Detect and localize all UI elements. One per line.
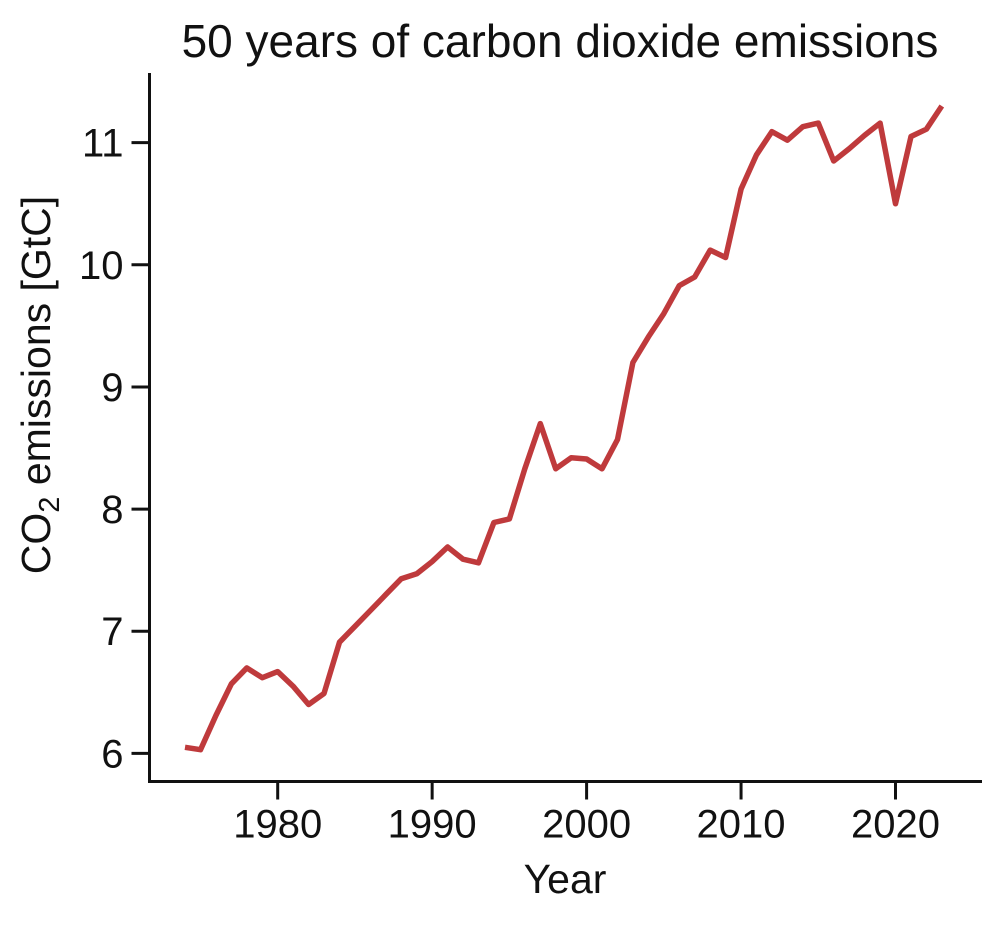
y-axis-label: CO2 emissions [GtC] bbox=[13, 196, 66, 574]
y-tick-label: 6 bbox=[101, 732, 123, 776]
y-tick-label: 9 bbox=[101, 366, 123, 410]
plot-area bbox=[184, 104, 945, 753]
emissions-line bbox=[184, 104, 945, 753]
x-tick-label: 2020 bbox=[851, 803, 940, 847]
x-tick-label: 1990 bbox=[388, 803, 477, 847]
y-tick-label: 11 bbox=[82, 122, 124, 166]
axes: 6 7 8 9 10 11 1980 1990 2000 2010 2020 bbox=[79, 73, 982, 847]
x-tick-label: 2010 bbox=[697, 803, 786, 847]
x-tick-label: 1980 bbox=[233, 803, 322, 847]
y-tick-label: 10 bbox=[79, 244, 124, 288]
x-tick-label: 2000 bbox=[542, 803, 631, 847]
axis-spines bbox=[148, 73, 982, 783]
y-tick-label: 8 bbox=[101, 488, 123, 532]
chart-title: 50 years of carbon dioxide emissions bbox=[182, 15, 939, 67]
x-axis-label: Year bbox=[524, 856, 607, 902]
y-tick-label: 7 bbox=[101, 610, 123, 654]
